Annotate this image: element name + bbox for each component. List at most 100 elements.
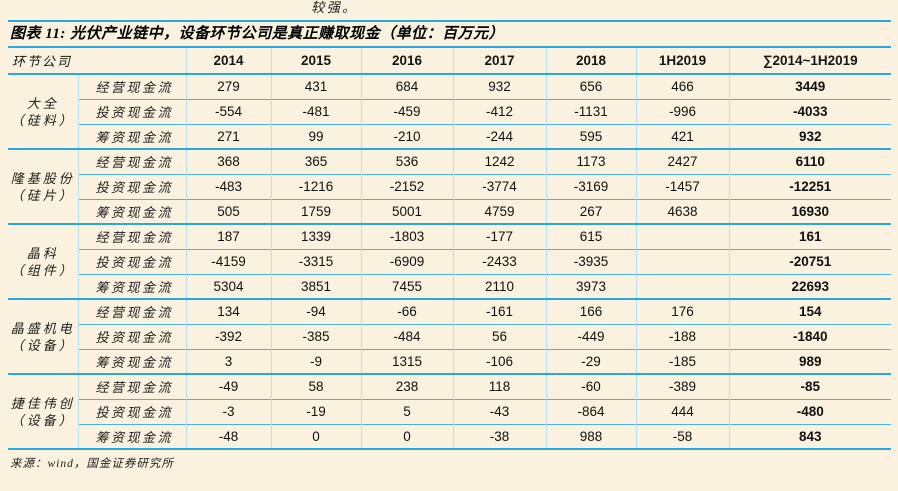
value-cell: -161 xyxy=(452,298,547,324)
value-cell: 365 xyxy=(270,148,362,174)
flow-type-cell: 筹资现金流 xyxy=(77,348,187,374)
table-row: 捷佳伟创 （设备） 经营现金流 -49 58 238 118 -60 -389 -85 xyxy=(8,373,891,449)
table-row: 筹资现金流 3 -9 1315 -106 -29 -185 989 xyxy=(8,348,891,374)
value-cell: 595 xyxy=(545,123,637,149)
company-name: 隆基股份 xyxy=(10,170,75,186)
value-cell: -9 xyxy=(270,348,362,374)
value-cell: -4159 xyxy=(185,248,272,274)
value-cell: -210 xyxy=(360,123,454,149)
sum-value-cell: 16930 xyxy=(728,198,891,224)
sum-value-cell: 22693 xyxy=(728,273,891,299)
value-cell: -185 xyxy=(635,348,730,374)
header-year-2015: 2015 xyxy=(270,48,362,75)
sum-value-cell: 3449 xyxy=(728,73,891,99)
value-cell: -1216 xyxy=(270,173,362,199)
value-cell xyxy=(635,248,730,274)
value-cell: 4759 xyxy=(452,198,547,224)
value-cell: 466 xyxy=(635,73,730,99)
value-cell: -177 xyxy=(452,223,547,249)
value-cell: 166 xyxy=(545,298,637,324)
value-cell: -3315 xyxy=(270,248,362,274)
value-cell: -459 xyxy=(360,98,454,124)
value-cell: 5304 xyxy=(185,273,272,299)
table-row: 投资现金流 -483 -1216 -2152 -3774 -3169 -1457 -12251 xyxy=(8,173,891,199)
company-name: 晶科 xyxy=(26,245,59,261)
value-cell: 279 xyxy=(185,73,272,99)
value-cell: -1131 xyxy=(545,98,637,124)
sum-value-cell: 843 xyxy=(728,423,891,449)
figure-block: 图表 11: 光伏产业链中，设备环节公司是真正赚取现金（单位：百万元） 环节公司… xyxy=(8,20,891,471)
value-cell: -554 xyxy=(185,98,272,124)
value-cell: -3169 xyxy=(545,173,637,199)
value-cell: -94 xyxy=(270,298,362,324)
value-cell: 1242 xyxy=(452,148,547,174)
flow-type-cell: 经营现金流 xyxy=(77,298,187,324)
company-cell: 大全 （硅料） xyxy=(8,73,78,149)
value-cell: 505 xyxy=(185,198,272,224)
value-cell: 118 xyxy=(452,373,547,399)
value-cell: -58 xyxy=(635,423,730,449)
value-cell xyxy=(635,273,730,299)
sum-value-cell: 161 xyxy=(728,223,891,249)
table-row: 投资现金流 -392 -385 -484 56 -449 -188 -1840 xyxy=(8,323,891,349)
value-cell: -996 xyxy=(635,98,730,124)
value-cell: -1803 xyxy=(360,223,454,249)
table-row: 隆基股份 （硅片） 经营现金流 368 365 536 1242 1173 2427 6110 xyxy=(8,148,891,224)
value-cell: -3935 xyxy=(545,248,637,274)
sum-value-cell: -1840 xyxy=(728,323,891,349)
value-cell: 988 xyxy=(545,423,637,449)
value-cell: 932 xyxy=(452,73,547,99)
company-segment: （设备） xyxy=(10,412,75,428)
value-cell: 99 xyxy=(270,123,362,149)
sum-value-cell: -85 xyxy=(728,373,891,399)
flow-type-cell: 投资现金流 xyxy=(77,248,187,274)
value-cell: 176 xyxy=(635,298,730,324)
sum-value-cell: 989 xyxy=(728,348,891,374)
value-cell: 4638 xyxy=(635,198,730,224)
company-segment: （设备） xyxy=(10,337,75,353)
flow-type-cell: 筹资现金流 xyxy=(77,273,187,299)
header-year-2017: 2017 xyxy=(452,48,547,75)
flow-type-cell: 投资现金流 xyxy=(77,98,187,124)
value-cell: -66 xyxy=(360,298,454,324)
table-row: 筹资现金流 271 99 -210 -244 595 421 932 xyxy=(8,123,891,149)
value-cell: 615 xyxy=(545,223,637,249)
value-cell: 3851 xyxy=(270,273,362,299)
company-segment: （硅料） xyxy=(10,112,75,128)
value-cell: -3774 xyxy=(452,173,547,199)
value-cell: -48 xyxy=(185,423,272,449)
sum-value-cell: 932 xyxy=(728,123,891,149)
sum-value-cell: 154 xyxy=(728,298,891,324)
company-segment: （硅片） xyxy=(10,187,75,203)
value-cell: -6909 xyxy=(360,248,454,274)
table-row: 投资现金流 -3 -19 5 -43 -864 444 -480 xyxy=(8,398,891,424)
value-cell: 267 xyxy=(545,198,637,224)
value-cell: 3 xyxy=(185,348,272,374)
value-cell: 134 xyxy=(185,298,272,324)
page-text-fragment: 较强。 xyxy=(311,0,358,15)
source-note: 来源：wind，国金证券研究所 xyxy=(10,458,174,470)
value-cell: -2152 xyxy=(360,173,454,199)
value-cell: -49 xyxy=(185,373,272,399)
value-cell xyxy=(635,223,730,249)
value-cell: -389 xyxy=(635,373,730,399)
value-cell: 7455 xyxy=(360,273,454,299)
value-cell: 1173 xyxy=(545,148,637,174)
flow-type-cell: 筹资现金流 xyxy=(77,123,187,149)
sum-value-cell: -480 xyxy=(728,398,891,424)
value-cell: -19 xyxy=(270,398,362,424)
flow-type-cell: 投资现金流 xyxy=(77,398,187,424)
value-cell: 536 xyxy=(360,148,454,174)
company-name: 晶盛机电 xyxy=(10,320,75,336)
company-cell: 晶盛机电 （设备） xyxy=(8,298,78,374)
sum-value-cell: -12251 xyxy=(728,173,891,199)
value-cell: 431 xyxy=(270,73,362,99)
value-cell: 684 xyxy=(360,73,454,99)
value-cell: -449 xyxy=(545,323,637,349)
value-cell: 0 xyxy=(270,423,362,449)
value-cell: 368 xyxy=(185,148,272,174)
value-cell: 0 xyxy=(360,423,454,449)
table-body: 大全 （硅料） 经营现金流 279 431 684 932 656 466 3449 投资现金流 -5… xyxy=(8,73,891,449)
value-cell: 3973 xyxy=(545,273,637,299)
value-cell: 56 xyxy=(452,323,547,349)
